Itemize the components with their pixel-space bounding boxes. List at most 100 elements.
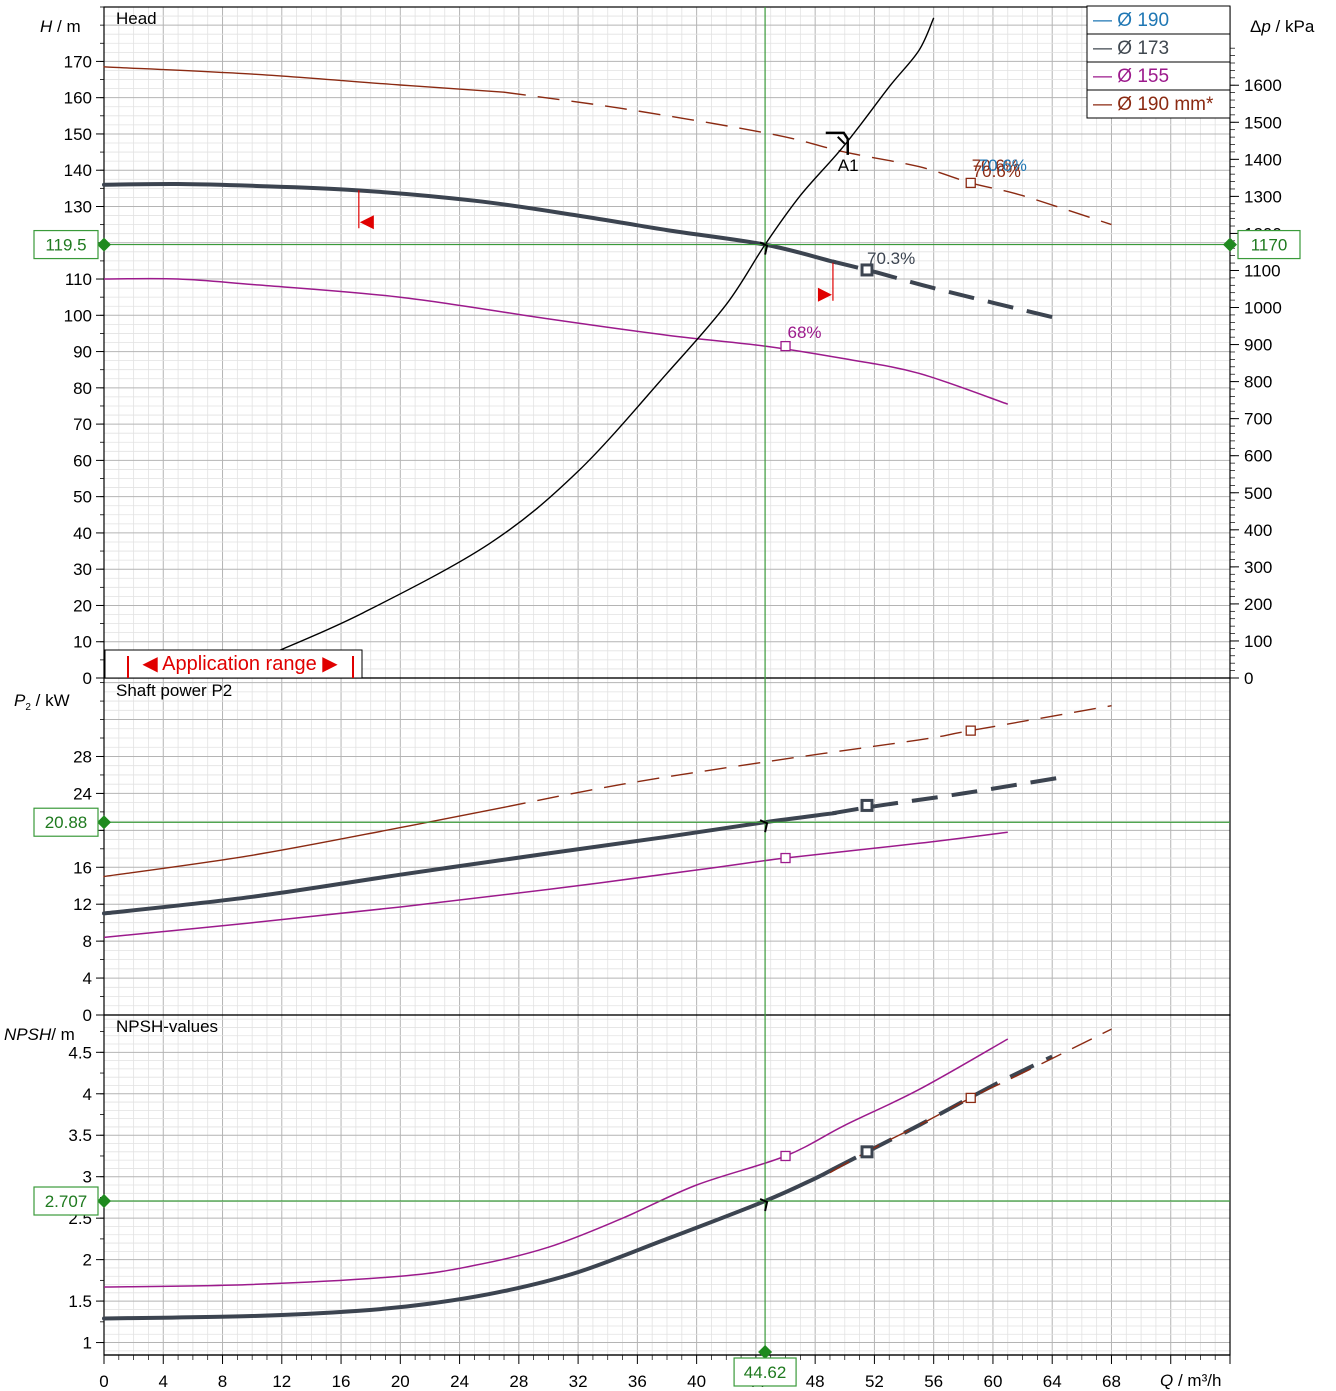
npsh-cursor-value-box[interactable]	[33, 1186, 99, 1216]
npsh-curve-d173-solid	[102, 1167, 835, 1321]
legend-entry: — Ø 173	[1093, 38, 1169, 59]
head-cursor-value: 119.5	[45, 236, 86, 255]
power-y-tick-label: 0	[83, 1006, 92, 1025]
right-y-tick-label: 1100	[1244, 261, 1281, 280]
power-y-tick-label: 24	[73, 784, 92, 803]
right-y-tick-label: 100	[1244, 632, 1272, 651]
power-curve-d190mm-solid	[103, 806, 505, 878]
npsh-marker-d155	[780, 1150, 791, 1162]
npsh-y-axis-label: NPSH/ m	[4, 1025, 75, 1044]
application-range-label: ◀ Application range ▶	[142, 653, 338, 675]
npsh-y-tick-label: 2	[83, 1251, 92, 1270]
head-cursor-right-value-box[interactable]	[1237, 229, 1301, 260]
npsh-panel-title: NPSH-values	[116, 1017, 218, 1036]
range-max-arrow	[817, 287, 832, 302]
head-marker-label-d173: 70.3%	[867, 249, 915, 268]
operating-point-label: A1	[838, 156, 859, 175]
power-panel-title: Shaft power P2	[116, 681, 232, 700]
head-y-tick-label: 50	[73, 488, 92, 507]
head-y-tick-label: 80	[73, 379, 92, 398]
right-y-tick-label: 400	[1244, 521, 1272, 540]
npsh-curve-d155	[103, 1038, 1009, 1288]
x-tick-label: 16	[332, 1372, 351, 1391]
head-cursor-value-box[interactable]	[33, 229, 99, 260]
x-tick-label: 32	[569, 1372, 588, 1391]
power-y-tick-label: 8	[83, 932, 92, 951]
x-tick-label: 4	[159, 1372, 168, 1391]
right-y-tick-label: 0	[1244, 669, 1253, 688]
power-intersection-tick	[759, 819, 769, 833]
x-tick-label: 56	[924, 1372, 943, 1391]
power-cursor-value-box[interactable]	[33, 807, 99, 837]
head-marker-d190mm	[965, 177, 976, 189]
operating-point-marker	[825, 131, 850, 155]
head-y-tick-label: 160	[64, 89, 92, 108]
npsh-y-tick-label: 3.5	[68, 1126, 92, 1145]
head-y-tick-label: 140	[64, 161, 92, 180]
x-tick-label: 8	[218, 1372, 227, 1391]
x-tick-label: 20	[391, 1372, 410, 1391]
operating-point-marker-inner	[837, 136, 846, 145]
right-y-tick-label: 300	[1244, 558, 1272, 577]
head-y-tick-label: 90	[73, 343, 92, 362]
right-y-tick-label: 600	[1244, 447, 1272, 466]
power-y-tick-label: 28	[73, 747, 92, 766]
head-y-tick-label: 20	[73, 596, 92, 615]
power-y-tick-label: 12	[73, 895, 92, 914]
head-marker-label-d155: 68%	[788, 323, 822, 342]
right-y-tick-label: 1300	[1244, 187, 1282, 206]
npsh-y-tick-label: 4.5	[68, 1043, 92, 1062]
right-y-tick-label: 700	[1244, 410, 1272, 429]
head-y-axis-label: H / m	[40, 17, 81, 36]
application-range-box	[104, 649, 363, 679]
legend-entry: — Ø 155	[1093, 66, 1169, 87]
head-y-tick-label: 110	[65, 270, 92, 289]
x-cursor-value-box[interactable]	[733, 1357, 797, 1387]
power-curve-d155	[103, 831, 1008, 939]
x-tick-label: 60	[983, 1372, 1002, 1391]
right-y-tick-label: 500	[1244, 484, 1272, 503]
head-curve-d173-solid	[102, 181, 838, 265]
npsh-cursor-diamond[interactable]	[97, 1194, 111, 1209]
head-curve-d190mm-dashed	[503, 91, 1112, 226]
npsh-y-tick-label: 1	[83, 1334, 92, 1353]
x-tick-label: 28	[509, 1372, 528, 1391]
head-y-tick-label: 60	[73, 451, 92, 470]
right-y-tick-label: 1400	[1244, 150, 1282, 169]
legend-entry: — Ø 190 mm*	[1093, 94, 1214, 115]
x-tick-label: 52	[865, 1372, 884, 1391]
head-marker-d155	[780, 340, 791, 352]
head-cursor-diamond-right[interactable]	[1223, 237, 1237, 252]
power-curve-d173-solid	[102, 810, 838, 916]
npsh-marker-d190mm	[965, 1092, 976, 1104]
head-y-tick-label: 100	[64, 306, 92, 325]
power-marker-d173	[860, 798, 874, 812]
head-cursor-diamond[interactable]	[97, 237, 111, 252]
x-tick-label: 68	[1102, 1372, 1121, 1391]
npsh-y-tick-label: 1.5	[68, 1292, 92, 1311]
right-y-tick-label: 900	[1244, 336, 1272, 355]
right-y-axis-label: Δp / kPa	[1250, 17, 1315, 36]
head-curve-d173-dashed	[832, 259, 1061, 321]
efficiency-label-overlap: 70.6%	[979, 156, 1027, 175]
head-y-tick-label: 30	[73, 560, 92, 579]
head-y-tick-label: 10	[73, 633, 92, 652]
x-cursor-diamond[interactable]	[758, 1345, 773, 1359]
npsh-cursor-value: 2.707	[45, 1192, 88, 1211]
x-tick-label: 48	[806, 1372, 825, 1391]
right-y-tick-label: 200	[1244, 595, 1272, 614]
power-cursor-value: 20.88	[45, 813, 88, 832]
head-cursor-right-value: 1170	[1251, 236, 1288, 255]
head-y-tick-label: 130	[64, 197, 92, 216]
x-tick-label: 36	[628, 1372, 647, 1391]
power-cursor-diamond[interactable]	[97, 815, 111, 830]
head-y-tick-label: 70	[73, 415, 92, 434]
power-curve-d190mm-dashed	[503, 705, 1112, 808]
legend-entry: — Ø 190	[1093, 10, 1169, 31]
power-marker-d155	[780, 852, 791, 864]
x-cursor-value: 44.62	[744, 1363, 787, 1382]
right-y-tick-label: 800	[1244, 373, 1272, 392]
power-y-tick-label: 4	[83, 969, 92, 988]
npsh-intersection-tick	[759, 1198, 769, 1212]
